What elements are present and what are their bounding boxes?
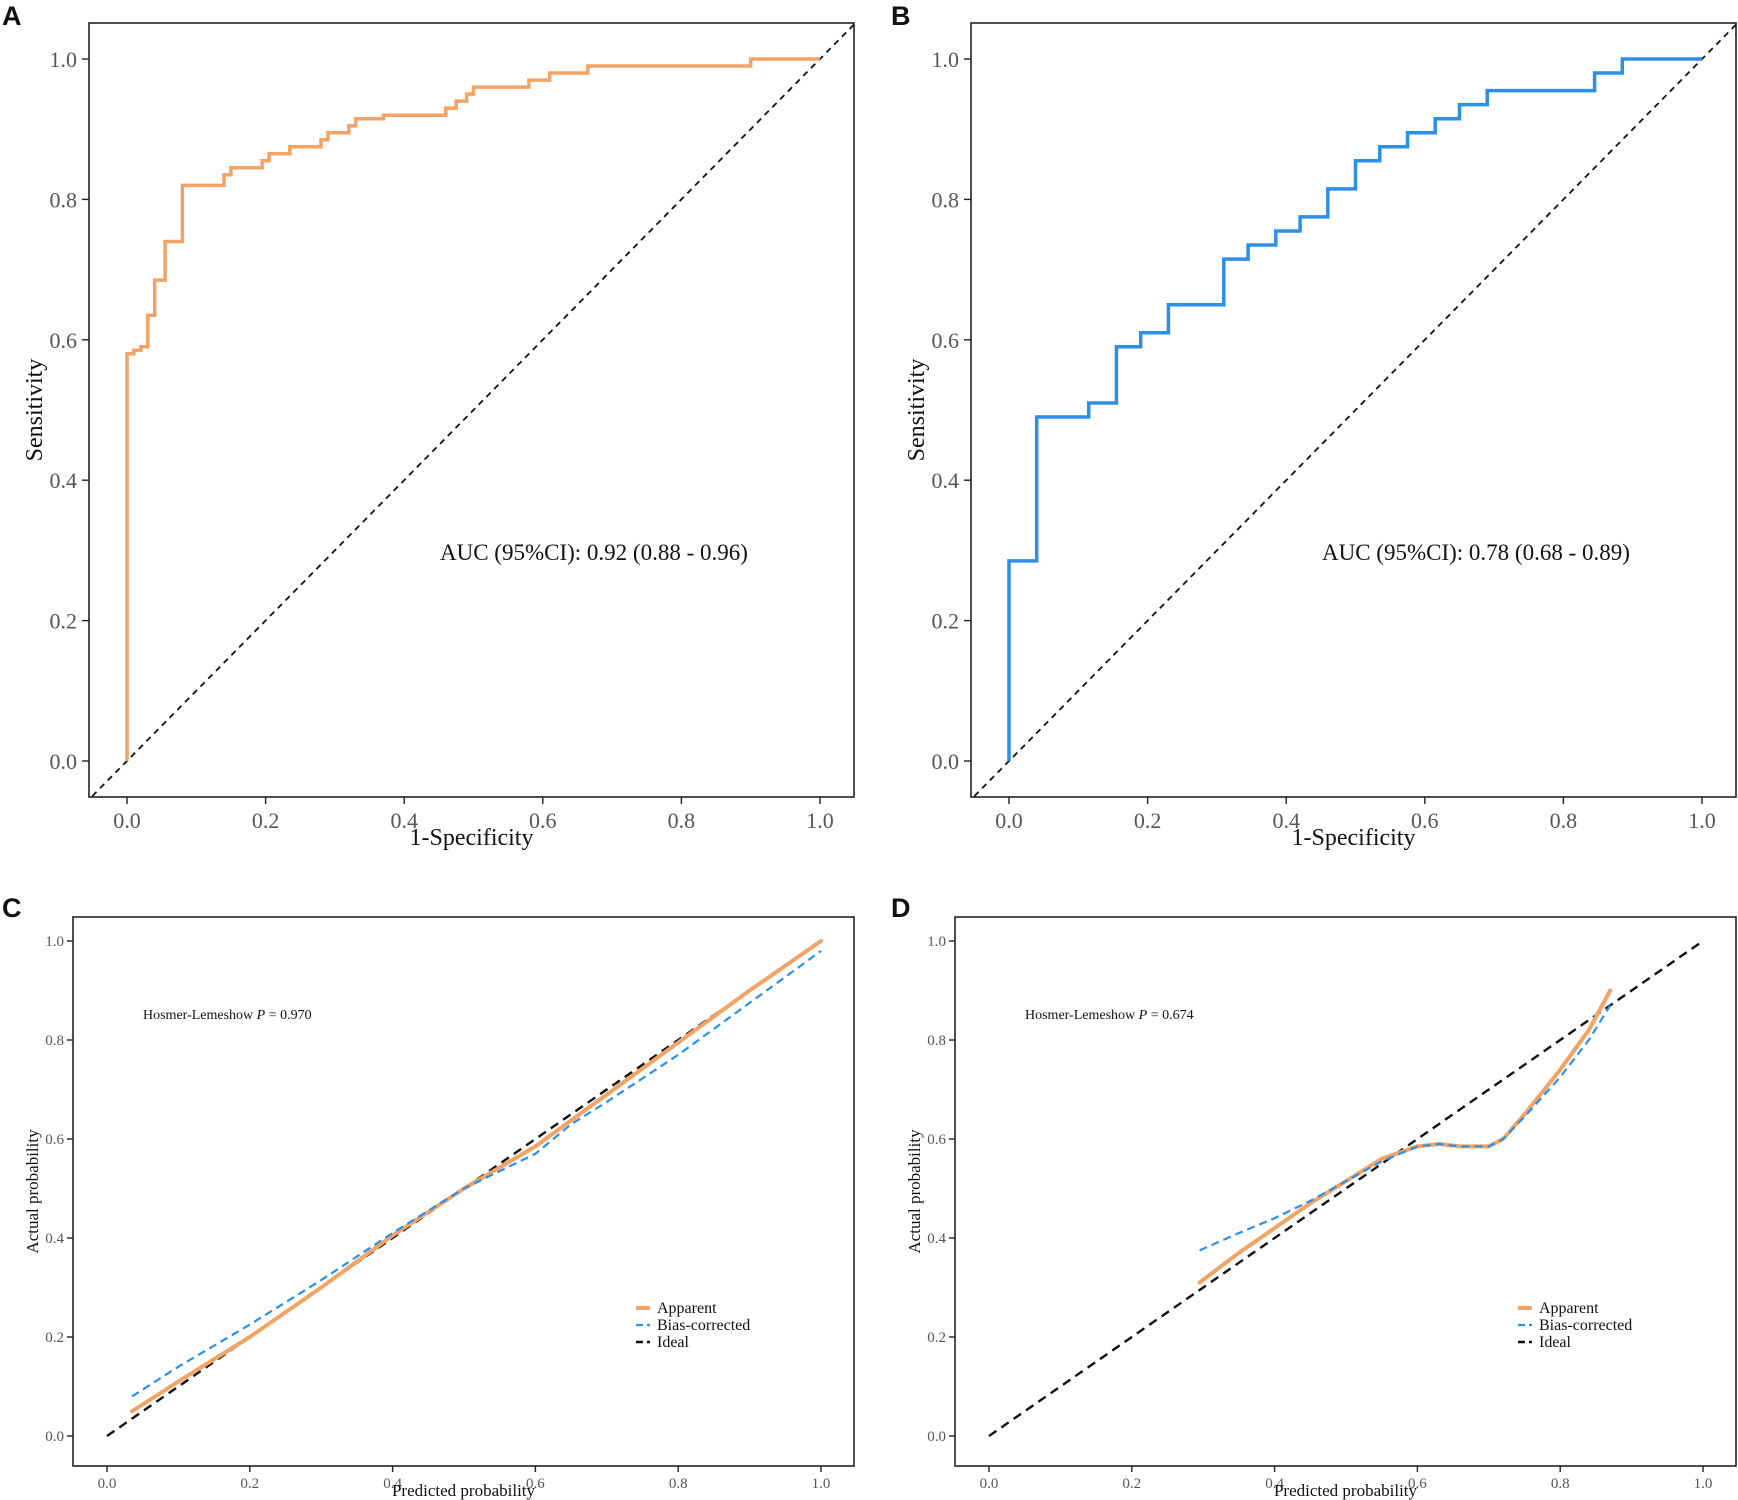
roc-panel-b: 0.0 0.2 0.4 0.6 0.8 1.0 0.0 0.2 0.4 0.6 0.8 1.0 1-Sp… [904,22,1737,851]
panel-c-y-tick-label: 0.4 [45,1231,64,1247]
panel-d-x-axis-title: Predicted probability [1274,1481,1418,1500]
panel-c-hosmer-lemeshow-annotation: Hosmer-Lemeshow P = 0.970 [143,1008,312,1023]
panel-a-y-tick-label: 0.2 [50,609,78,634]
panel-d-x-tick-label: 0.8 [1551,1476,1570,1492]
panel-b-roc-curve [1007,57,1702,761]
panel-c-x-tick-label: 0.6 [526,1476,545,1492]
calibration-panel-c: 0.0 0.2 0.4 0.6 0.8 1.0 0.0 0.2 0.4 0.6 0.8 1.0 Pred… [23,916,855,1500]
panel-d-x-tick-label: 0.2 [1122,1476,1141,1492]
panel-c-y-tick-label: 0.6 [45,1132,64,1148]
panel-d-hl-prefix: Hosmer-Lemeshow [1025,1008,1139,1023]
panel-a-x-axis-title: 1-Specificity [410,825,534,851]
panel-label-b: B [891,1,911,31]
roc-panel-a: 0.0 0.2 0.4 0.6 0.8 1.0 0.0 0.2 0.4 0.6 0.8 1.0 1-Sp… [22,22,855,851]
panel-a-y-axis-title: Sensitivity [22,359,48,462]
panel-a-roc-curve [125,57,820,761]
panel-c-y-tick-label: 0.0 [45,1429,64,1445]
panel-b-y-tick-label: 1.0 [932,47,960,72]
panel-c-hl-equals: = [265,1008,280,1023]
panel-d-ideal-line [988,940,1704,1437]
panel-d-legend-label-ideal: Ideal [1539,1334,1572,1351]
panel-b-y-tick-label: 0.8 [932,187,960,212]
panel-b-x-tick-label: 1.0 [1688,808,1716,833]
panel-a-reference-diagonal [91,23,854,797]
panel-a-x-tick-label: 0.6 [529,808,557,833]
panel-c-y-tick-label: 1.0 [45,934,64,950]
panel-a-x-tick-label: 0.4 [390,808,418,833]
panel-c-x-tick-label: 0.0 [98,1476,117,1492]
panel-b-x-tick-label: 0.2 [1134,808,1162,833]
panel-c-hl-prefix: Hosmer-Lemeshow [143,1008,257,1023]
panel-b-y-tick-label: 0.4 [932,468,960,493]
panel-b-x-tick-label: 0.6 [1411,808,1439,833]
panel-d-y-axis-title: Actual probability [905,1129,924,1254]
panel-c-plot-frame [72,916,855,1467]
panel-a-x-tick-label: 0.0 [113,808,141,833]
panel-d-y-tick-label: 1.0 [927,934,946,950]
panel-c-legend-label-bias-corrected: Bias-corrected [657,1317,750,1334]
panel-a-auc-annotation: AUC (95%CI): 0.92 (0.88 - 0.96) [440,540,748,565]
panel-a-x-tick-label: 0.2 [252,808,280,833]
panel-d-apparent-curve [1197,988,1613,1285]
panel-d-hl-value: 0.674 [1162,1008,1194,1023]
panel-a-y-tick-label: 0.8 [50,187,78,212]
panel-c-y-axis-title: Actual probability [23,1129,42,1254]
panel-b-x-tick-label: 0.4 [1272,808,1300,833]
panel-d-x-tick-label: 0.6 [1408,1476,1427,1492]
panel-d-plot-frame [954,916,1737,1467]
panel-c-hl-p-symbol: P [256,1008,266,1023]
panel-c-x-tick-label: 0.4 [383,1476,402,1492]
panel-d-legend-label-apparent: Apparent [1539,1300,1599,1317]
panel-c-hl-value: 0.970 [280,1008,312,1023]
panel-c-legend-label-apparent: Apparent [657,1300,717,1317]
panel-d-y-tick-label: 0.0 [927,1429,946,1445]
panel-b-x-axis-title: 1-Specificity [1292,825,1416,851]
panel-d-hl-equals: = [1147,1008,1162,1023]
panel-a-y-tick-label: 1.0 [50,47,78,72]
panel-c-x-tick-label: 0.8 [669,1476,688,1492]
panel-label-a: A [2,1,22,31]
panel-a-x-tick-label: 1.0 [806,808,834,833]
panel-a-y-tick-label: 0.0 [50,749,78,774]
panel-c-y-tick-label: 0.2 [45,1330,64,1346]
panel-c-y-tick-label: 0.8 [45,1033,64,1049]
panel-b-y-axis-title: Sensitivity [904,359,930,462]
panel-d-y-tick-label: 0.2 [927,1330,946,1346]
panel-d-y-tick-label: 0.6 [927,1132,946,1148]
panel-c-x-axis-title: Predicted probability [392,1481,536,1500]
panel-c-x-tick-label: 0.2 [240,1476,259,1492]
panel-label-d: D [891,893,911,923]
panel-c-bias-corrected-curve [131,950,822,1398]
panel-b-x-tick-label: 0.8 [1550,808,1578,833]
panel-d-bias-corrected-curve [1199,1004,1612,1252]
panel-b-y-tick-label: 0.0 [932,749,960,774]
calibration-panel-d: 0.0 0.2 0.4 0.6 0.8 1.0 0.0 0.2 0.4 0.6 0.8 1.0 Pred… [905,916,1737,1500]
panel-b-x-tick-label: 0.0 [995,808,1023,833]
panel-b-plot-frame [970,22,1737,798]
panel-a-plot-frame [88,22,855,798]
panel-d-legend-label-bias-corrected: Bias-corrected [1539,1317,1632,1334]
panel-d-hl-p-symbol: P [1138,1008,1148,1023]
panel-b-y-tick-label: 0.6 [932,328,960,353]
panel-label-c: C [2,893,22,923]
panel-d-x-tick-label: 0.0 [980,1476,999,1492]
panel-c-legend-label-ideal: Ideal [657,1334,690,1351]
panel-a-y-tick-label: 0.6 [50,328,78,353]
panel-b-y-tick-label: 0.2 [932,609,960,634]
panel-d-y-tick-label: 0.4 [927,1231,946,1247]
panel-a-x-tick-label: 0.8 [668,808,696,833]
panel-d-y-tick-label: 0.8 [927,1033,946,1049]
panel-b-auc-annotation: AUC (95%CI): 0.78 (0.68 - 0.89) [1322,540,1630,565]
panel-b-reference-diagonal [973,23,1736,797]
panel-d-x-tick-label: 0.4 [1265,1476,1284,1492]
panel-d-hosmer-lemeshow-annotation: Hosmer-Lemeshow P = 0.674 [1025,1008,1194,1023]
panel-c-x-tick-label: 1.0 [812,1476,831,1492]
panel-a-y-tick-label: 0.4 [50,468,78,493]
panel-d-x-tick-label: 1.0 [1694,1476,1713,1492]
